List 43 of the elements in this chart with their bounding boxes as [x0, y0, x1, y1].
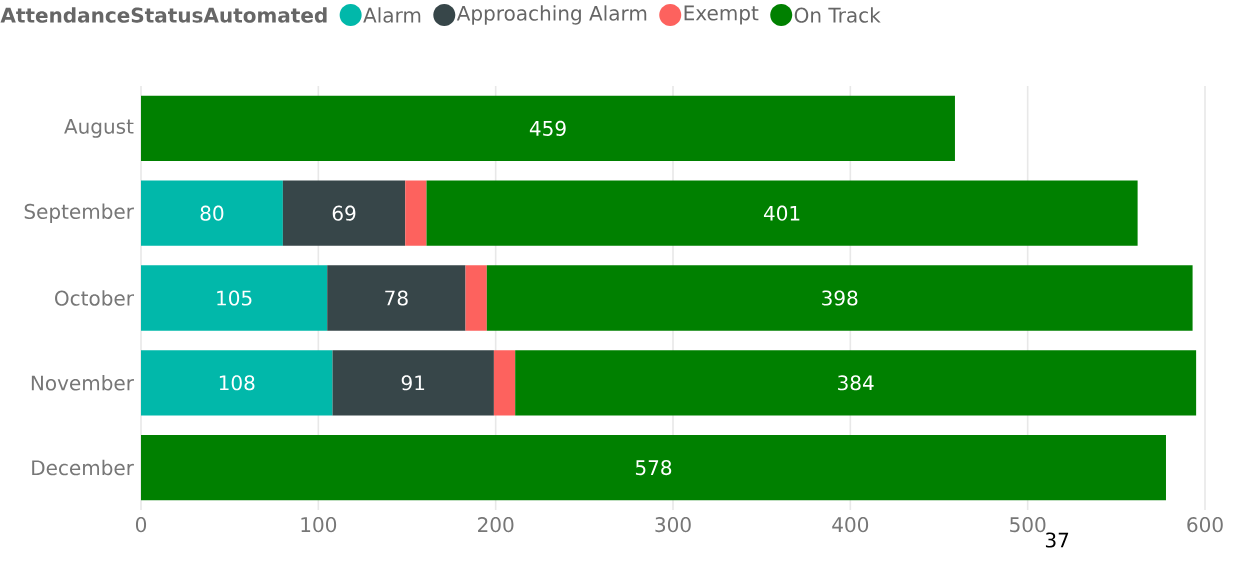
bar: [426, 180, 1138, 246]
data-label: 401: [763, 205, 800, 221]
bar: [141, 265, 328, 331]
data-label: 78: [385, 290, 408, 306]
y-tick-label: October: [55, 290, 134, 306]
bar: [282, 180, 406, 246]
bar: [141, 350, 333, 416]
y-tick-label: December: [32, 459, 134, 476]
data-label: 80: [200, 205, 224, 221]
bar: [486, 265, 1193, 331]
data-label: 108: [219, 375, 255, 391]
bar: [327, 265, 466, 331]
legend-label: Alarm: [363, 7, 421, 23]
x-tick-label: 200: [478, 517, 514, 533]
legend-label: Approaching Alarm: [456, 5, 647, 25]
bar: [465, 265, 487, 331]
data-label: 384: [838, 375, 874, 391]
legend-label: On Track: [794, 7, 881, 23]
bar: [515, 350, 1197, 416]
x-tick-label: 100: [301, 517, 337, 533]
bar: [332, 350, 494, 416]
y-tick-label: November: [31, 375, 134, 391]
x-tick-label: 0: [135, 517, 147, 533]
bar: [141, 434, 1166, 501]
bar: [405, 180, 427, 246]
y-tick-label: September: [24, 203, 134, 223]
x-tick-label: 500: [1010, 517, 1046, 533]
y-tick-label: August: [64, 119, 134, 138]
data-label: 459: [529, 120, 566, 136]
data-label: 578: [635, 460, 672, 476]
legend-title: AttendanceStatusAutomated: [0, 7, 327, 23]
x-tick-label: 600: [1187, 517, 1223, 533]
bar: [493, 350, 516, 416]
data-label: 91: [401, 375, 425, 391]
data-label: 105: [217, 290, 252, 306]
data-label: 69: [332, 205, 356, 221]
text: 37: [1045, 532, 1069, 548]
x-tick-label: 300: [655, 517, 691, 533]
bar: [141, 95, 955, 162]
x-tick-label: 400: [832, 517, 869, 533]
bar: [141, 180, 283, 246]
legend-label: Exempt: [684, 5, 759, 25]
data-label: 398: [822, 290, 858, 306]
